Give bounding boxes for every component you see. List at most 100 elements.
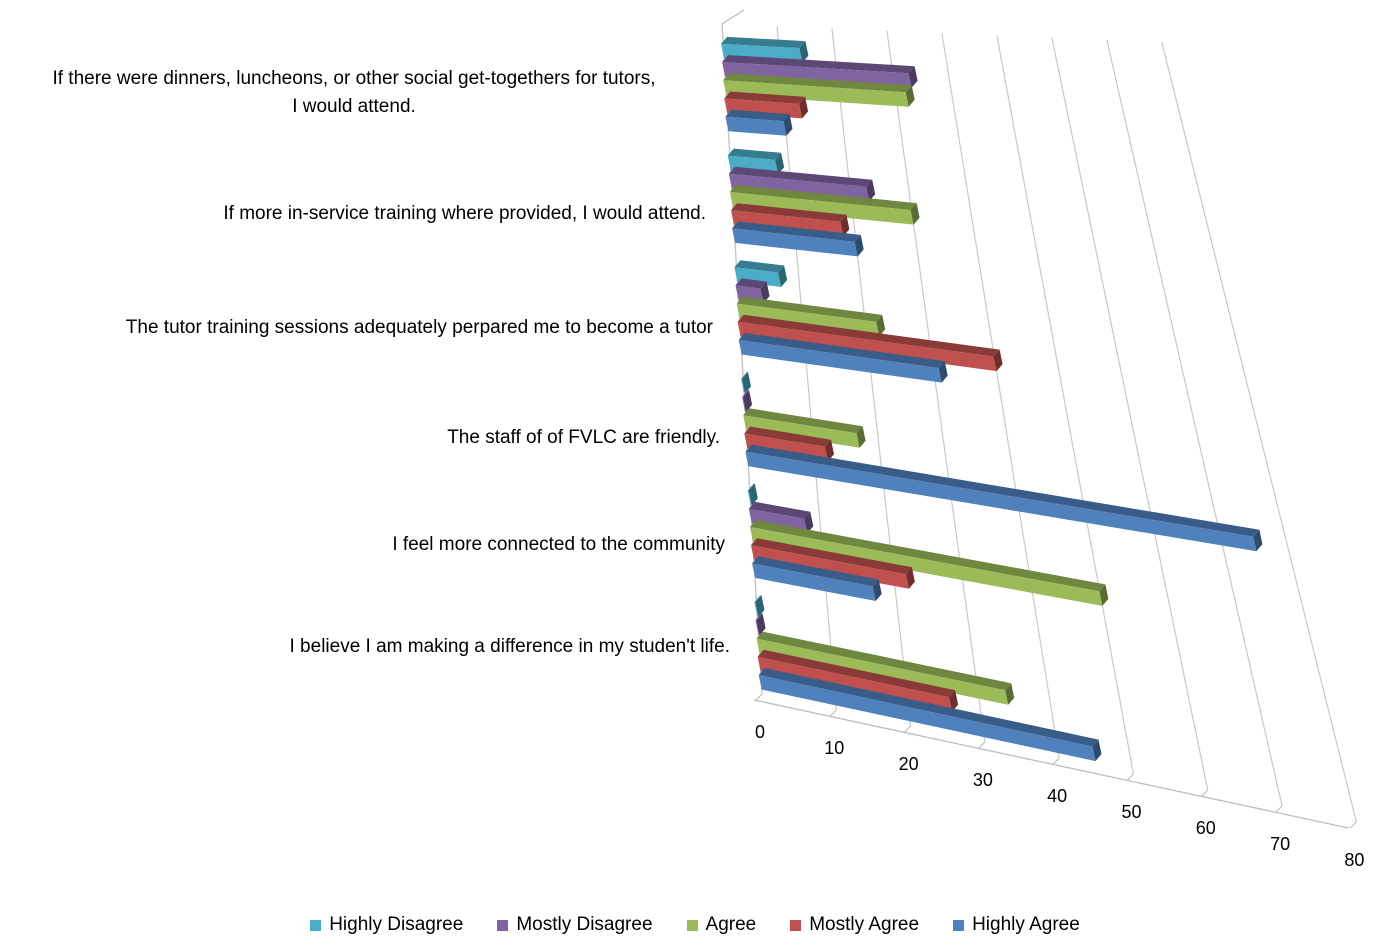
bar <box>727 148 785 175</box>
gridline <box>886 30 986 743</box>
legend: Highly Disagree Mostly Disagree Agree Mostl… <box>0 910 1390 940</box>
bar-end <box>799 41 809 63</box>
bar-end <box>908 66 918 88</box>
bar-top <box>756 631 1012 691</box>
category-label: I believe I am making a difference in my… <box>290 636 731 657</box>
bar-top <box>751 538 912 575</box>
bar-top <box>723 73 912 93</box>
bar-front <box>736 303 880 337</box>
x-tick-label: 10 <box>824 738 844 758</box>
bar-front <box>722 62 912 88</box>
bar-top <box>747 483 755 491</box>
bar-top <box>724 91 806 104</box>
bar-front <box>731 210 844 237</box>
bar <box>732 221 864 257</box>
floor-edge <box>753 699 1349 829</box>
bar-top <box>728 166 873 187</box>
bar-top <box>741 371 748 379</box>
legend-label: Agree <box>705 914 757 935</box>
x-tick-label: 70 <box>1270 834 1290 854</box>
bar <box>747 483 758 506</box>
legend-item: Mostly Disagree <box>497 914 653 936</box>
legend-swatch <box>953 919 965 931</box>
bar-end <box>840 214 850 237</box>
bar-end <box>1253 529 1263 552</box>
bar-top <box>729 185 917 211</box>
bar <box>741 371 751 394</box>
bar-end <box>993 349 1003 372</box>
category-label: If there were dinners, luncheons, or oth… <box>52 68 655 117</box>
bar-top <box>749 520 1106 592</box>
bar-top <box>757 649 956 698</box>
bar-top <box>736 296 883 322</box>
bar-end <box>910 203 920 225</box>
legend-label: Highly Agree <box>972 914 1080 935</box>
bar-top <box>755 613 763 621</box>
legend-item: Highly Disagree <box>310 914 463 936</box>
bar <box>745 444 1263 552</box>
bar <box>749 520 1109 606</box>
bar <box>738 333 948 383</box>
legend-item: Agree <box>686 914 757 936</box>
x-tick-label: 30 <box>973 770 993 790</box>
bar-top <box>735 278 767 289</box>
x-tick-label: 20 <box>899 754 919 774</box>
bar-top <box>722 55 915 74</box>
legend-label: Mostly Disagree <box>516 914 653 935</box>
gridline-front <box>1349 821 1357 829</box>
bars <box>721 36 1263 762</box>
gridline-front <box>1052 757 1060 765</box>
gridline-front <box>829 709 837 717</box>
bar-top <box>731 203 847 222</box>
legend-swatch <box>790 919 802 931</box>
bar-top <box>732 221 861 242</box>
bar-front <box>738 340 942 383</box>
bar-end <box>778 265 788 287</box>
bar-end <box>1005 683 1015 705</box>
bar-front <box>747 490 752 506</box>
bar-top <box>754 595 762 603</box>
bar-top <box>752 556 879 587</box>
bar-top <box>727 148 782 160</box>
bar <box>722 55 918 88</box>
legend-item: Highly Agree <box>953 914 1080 936</box>
category-label: The staff of of FVLC are friendly. <box>447 427 720 448</box>
bar-top <box>744 426 831 447</box>
bar-end <box>938 361 948 383</box>
bar-front <box>732 228 858 257</box>
bar-end <box>804 511 814 534</box>
bar-end <box>755 595 765 617</box>
bar-front <box>741 378 745 394</box>
bar-front <box>742 397 747 412</box>
bar <box>754 595 765 617</box>
bar-end <box>743 390 753 412</box>
x-tick-label: 40 <box>1047 786 1067 806</box>
bar-front <box>737 321 997 372</box>
bar-end <box>1092 739 1102 762</box>
bar-front <box>758 675 1096 762</box>
gridline <box>1051 37 1209 791</box>
bar-end <box>905 567 915 589</box>
bar-end <box>783 114 793 136</box>
gridline-front <box>978 741 986 749</box>
bar-top <box>734 260 785 273</box>
legend-swatch <box>497 919 509 931</box>
bar-end <box>760 281 770 304</box>
category-label: The tutor training sessions adequately p… <box>126 317 714 338</box>
bar-top <box>758 668 1099 747</box>
bar-end <box>876 314 886 337</box>
bar <box>731 203 850 237</box>
bar-front <box>745 451 1257 552</box>
bar <box>737 314 1003 372</box>
x-tick-label: 0 <box>755 722 765 742</box>
bar-end <box>799 96 809 119</box>
gridline <box>776 26 837 711</box>
bar <box>755 613 766 636</box>
bar-top <box>738 333 945 369</box>
bar-top <box>721 36 806 49</box>
gridline-front <box>1275 805 1283 813</box>
gridline <box>1161 42 1357 823</box>
bar-front <box>725 116 787 136</box>
bar-end <box>1099 584 1109 606</box>
bar-end <box>742 372 751 394</box>
